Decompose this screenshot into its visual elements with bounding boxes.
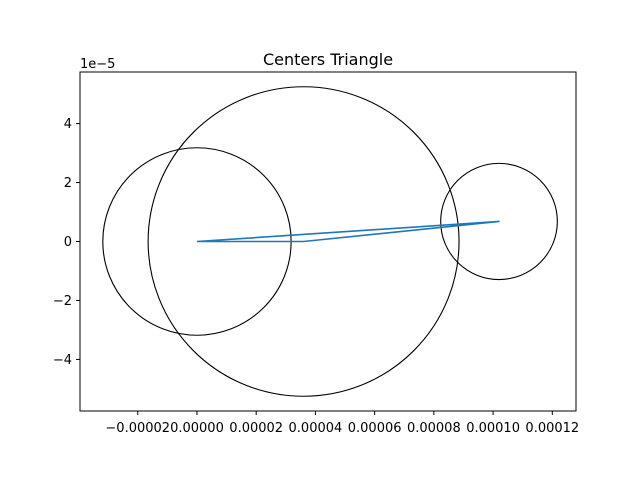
y-tick-label-0: −4 <box>53 353 72 368</box>
x-tick-label-7: 0.00012 <box>525 421 579 436</box>
y-tick-label-3: 2 <box>64 176 72 191</box>
x-tick-label-1: 0.00000 <box>170 421 224 436</box>
y-tick-label-4: 4 <box>64 117 72 132</box>
x-tick-label-4: 0.00006 <box>348 421 402 436</box>
x-tick-label-3: 0.00004 <box>289 421 343 436</box>
y-tick-label-1: −2 <box>53 294 72 309</box>
x-tick-label-0: −0.00002 <box>105 421 170 436</box>
x-tick-label-6: 0.00010 <box>466 421 520 436</box>
y-tick-label-2: 0 <box>64 235 72 250</box>
chart-title: Centers Triangle <box>263 50 393 69</box>
y-axis-offset-label: 1e−5 <box>80 57 115 72</box>
x-tick-label-5: 0.00008 <box>407 421 461 436</box>
x-tick-label-2: 0.00002 <box>229 421 283 436</box>
